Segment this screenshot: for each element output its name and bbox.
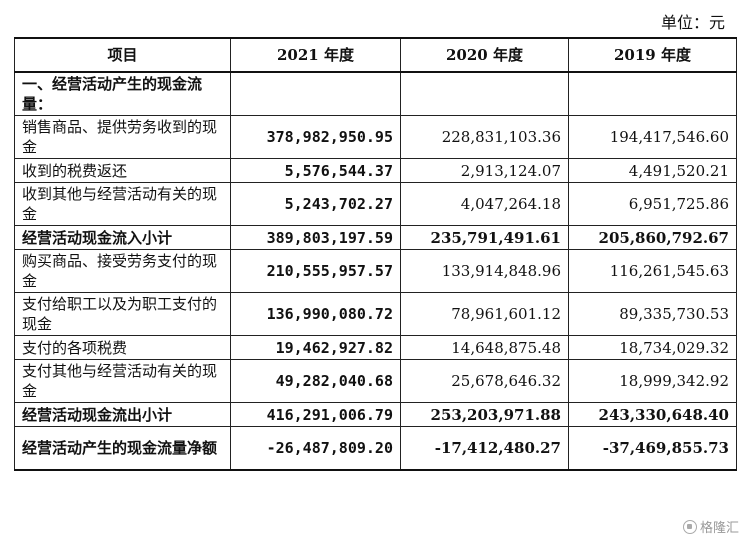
header-2021: 2021 年度: [230, 37, 401, 73]
section-title: 一、经营活动产生的现金流量：: [14, 71, 231, 116]
unit-label: 单位：元: [660, 13, 725, 32]
row-label: 经营活动现金流入小计: [14, 225, 231, 250]
watermark-text: 格隆汇: [699, 521, 739, 536]
row-label: 收到其他与经营活动有关的现金: [14, 182, 231, 226]
value-2019: -37,469,855.73: [568, 426, 737, 471]
table-row: 购买商品、接受劳务支付的现金 210,555,957.57 133,914,84…: [14, 249, 737, 293]
gelonghui-logo-icon: [682, 519, 697, 534]
value-2020: 228,831,103.36: [400, 115, 569, 159]
value-2019: 205,860,792.67: [568, 225, 737, 250]
value-2020: -17,412,480.27: [400, 426, 569, 471]
value-2020: 14,648,875.48: [400, 335, 569, 360]
value-2019: 194,417,546.60: [568, 115, 737, 159]
table-row: 支付给职工以及为职工支付的现金 136,990,080.72 78,961,60…: [14, 292, 737, 336]
value-2021: 136,990,080.72: [230, 292, 401, 336]
table-row: 收到的税费返还 5,576,544.37 2,913,124.07 4,491,…: [14, 158, 737, 183]
subtotal-row: 经营活动现金流入小计 389,803,197.59 235,791,491.61…: [14, 225, 737, 250]
cash-flow-table: 项目 2021 年度 2020 年度 2019 年度 一、经营活动产生的现金流量…: [14, 37, 737, 471]
table-row: 支付其他与经营活动有关的现金 49,282,040.68 25,678,646.…: [14, 359, 737, 403]
value-2019: 18,999,342.92: [568, 359, 737, 403]
row-label: 经营活动现金流出小计: [14, 402, 231, 427]
header-item: 项目: [14, 37, 231, 73]
watermark: 格隆汇: [682, 517, 739, 536]
value-2019: 4,491,520.21: [568, 158, 737, 183]
section-row: 一、经营活动产生的现金流量：: [14, 71, 737, 116]
subtotal-row: 经营活动现金流出小计 416,291,006.79 253,203,971.88…: [14, 402, 737, 427]
header-row: 项目 2021 年度 2020 年度 2019 年度: [14, 37, 737, 73]
value-2020: 133,914,848.96: [400, 249, 569, 293]
value-2019: 243,330,648.40: [568, 402, 737, 427]
value-2021: 389,803,197.59: [230, 225, 401, 250]
row-label: 购买商品、接受劳务支付的现金: [14, 249, 231, 293]
row-label: 支付其他与经营活动有关的现金: [14, 359, 231, 403]
net-cash-flow-row: 经营活动产生的现金流量净额 -26,487,809.20 -17,412,480…: [14, 426, 737, 471]
value-2019: 6,951,725.86: [568, 182, 737, 226]
value-2019: 116,261,545.63: [568, 249, 737, 293]
row-label: 收到的税费返还: [14, 158, 231, 183]
row-label: 支付给职工以及为职工支付的现金: [14, 292, 231, 336]
value-2020: 4,047,264.18: [400, 182, 569, 226]
row-label: 销售商品、提供劳务收到的现金: [14, 115, 231, 159]
header-2019: 2019 年度: [568, 37, 737, 73]
value-2021: 378,982,950.95: [230, 115, 401, 159]
value-2021: 5,576,544.37: [230, 158, 401, 183]
value-2021: -26,487,809.20: [230, 426, 401, 471]
value-2019: 18,734,029.32: [568, 335, 737, 360]
value-2020: 253,203,971.88: [400, 402, 569, 427]
value-2020: 2,913,124.07: [400, 158, 569, 183]
value-2021: 210,555,957.57: [230, 249, 401, 293]
row-label: 经营活动产生的现金流量净额: [14, 426, 231, 471]
value-2021: 19,462,927.82: [230, 335, 401, 360]
value-2020: 235,791,491.61: [400, 225, 569, 250]
value-2021: 49,282,040.68: [230, 359, 401, 403]
table-row: 支付的各项税费 19,462,927.82 14,648,875.48 18,7…: [14, 335, 737, 360]
table-row: 销售商品、提供劳务收到的现金 378,982,950.95 228,831,10…: [14, 115, 737, 159]
header-2020: 2020 年度: [400, 37, 569, 73]
value-2021: 5,243,702.27: [230, 182, 401, 226]
row-label: 支付的各项税费: [14, 335, 231, 360]
value-2020: 25,678,646.32: [400, 359, 569, 403]
value-2019: 89,335,730.53: [568, 292, 737, 336]
value-2021: 416,291,006.79: [230, 402, 401, 427]
table-row: 收到其他与经营活动有关的现金 5,243,702.27 4,047,264.18…: [14, 182, 737, 226]
value-2020: 78,961,601.12: [400, 292, 569, 336]
